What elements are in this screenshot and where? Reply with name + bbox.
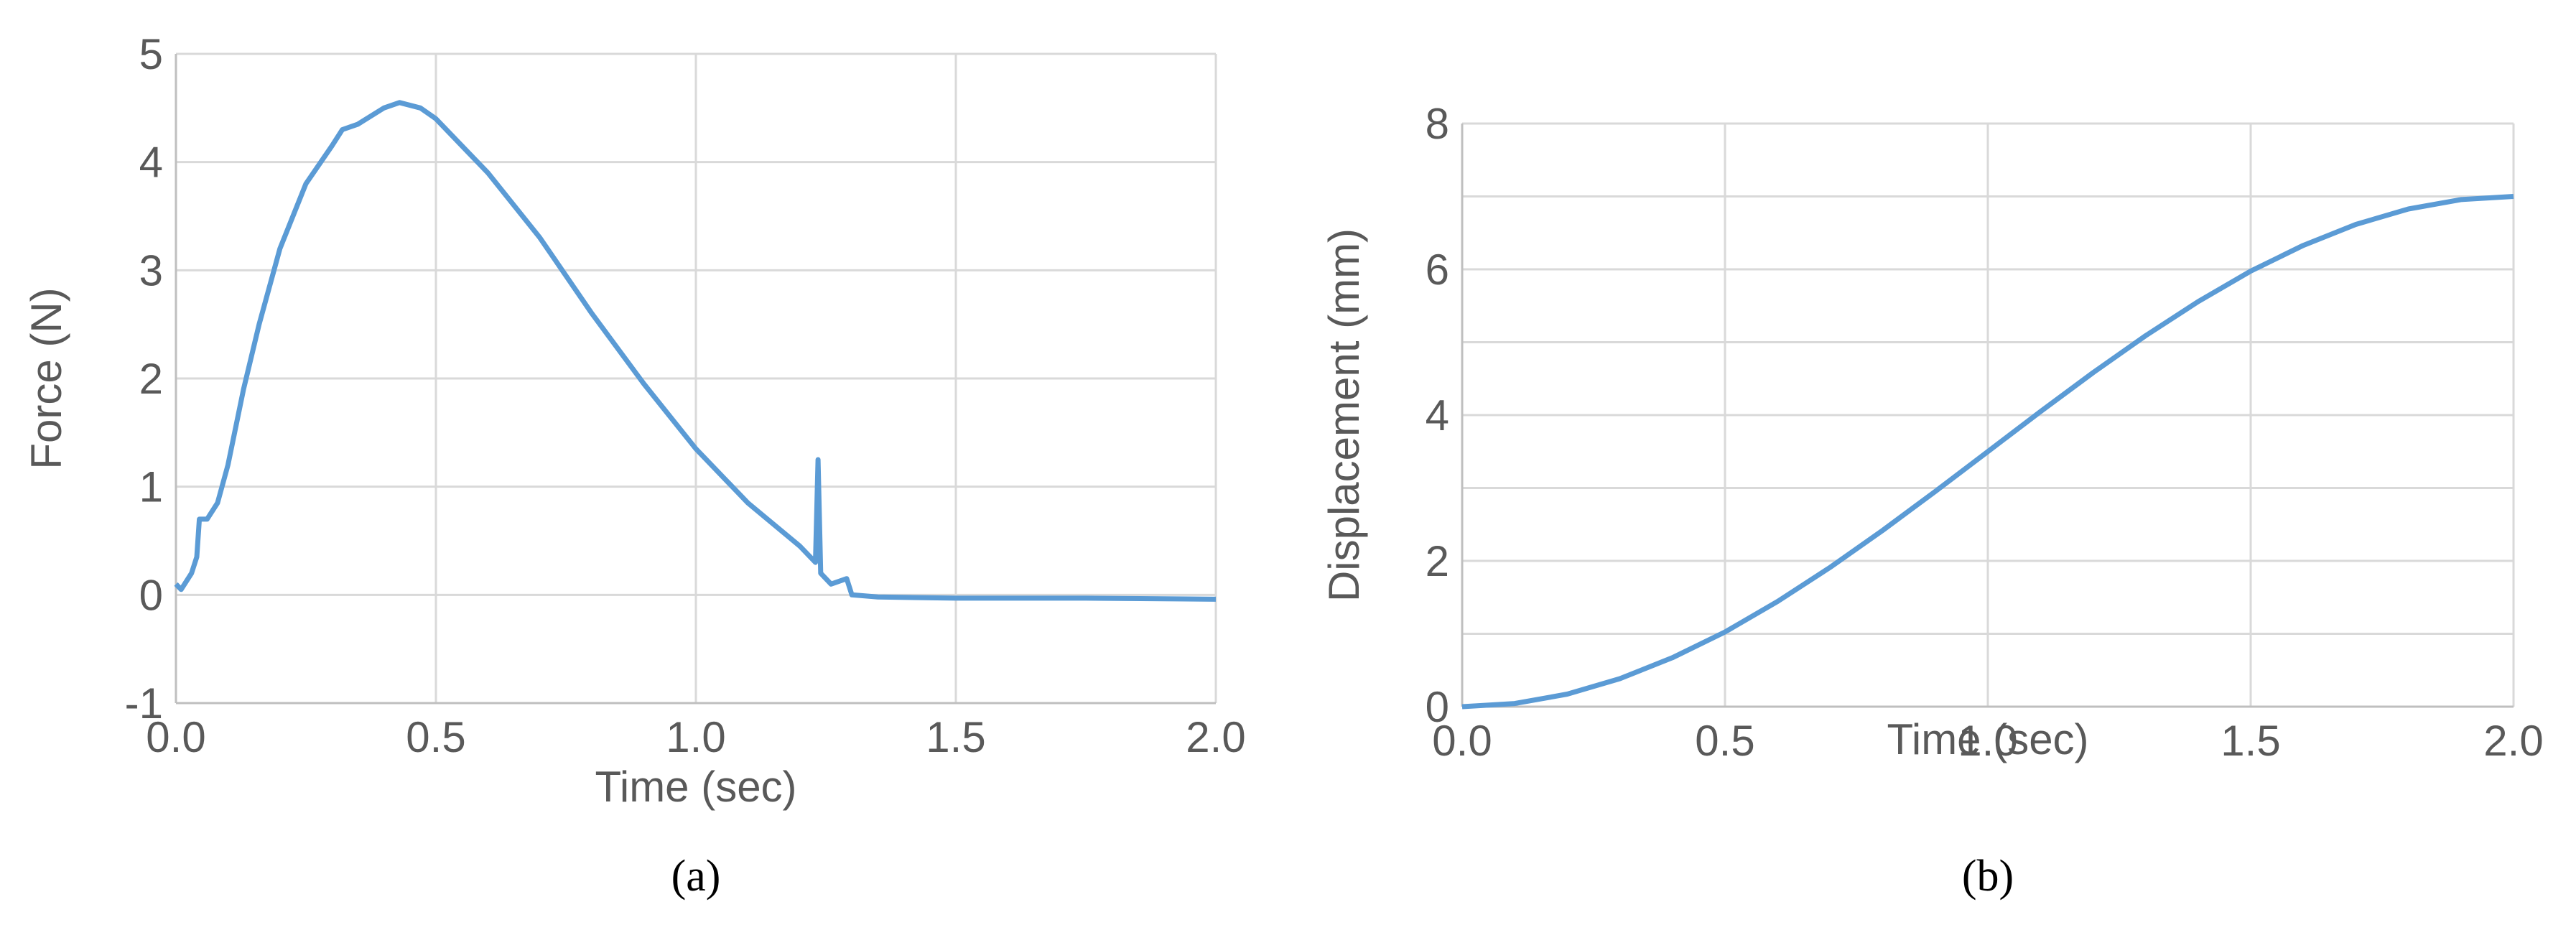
x-tick-label: 0.5 (406, 713, 465, 761)
x-tick-label: 1.5 (926, 713, 985, 761)
x-tick-label: 1.5 (2221, 717, 2280, 765)
y-axis-title: Force (N) (22, 287, 70, 469)
y-tick-label: 3 (139, 246, 163, 294)
x-tick-label: 0.5 (1695, 717, 1754, 765)
data-line (174, 100, 1217, 602)
y-tick-label: 2 (139, 355, 163, 403)
y-tick-label: 5 (139, 30, 163, 78)
y-axis-title: Displacement (mm) (1320, 228, 1368, 602)
y-tick-label: 0 (1426, 683, 1449, 731)
y-tick-label: 2 (1426, 537, 1449, 585)
x-tick-label: 0.0 (146, 713, 205, 761)
x-tick-label: 1.0 (666, 713, 725, 761)
caption: (b) (1962, 852, 2014, 901)
y-tick-label: 4 (1426, 391, 1449, 440)
y-tick-label: 8 (1426, 100, 1449, 148)
y-tick-label: 4 (139, 139, 163, 187)
caption: (a) (671, 852, 721, 901)
x-axis-title: Time (sec) (1887, 715, 2088, 763)
x-tick-label: 0.0 (1432, 717, 1492, 765)
y-tick-label: 6 (1426, 246, 1449, 294)
y-tick-label: 1 (139, 463, 163, 511)
y-tick-label: -1 (125, 679, 163, 728)
x-tick-label: 2.0 (1186, 713, 1245, 761)
x-tick-label: 2.0 (2483, 717, 2543, 765)
data-line (1461, 194, 2514, 710)
y-tick-label: 0 (139, 571, 163, 619)
x-tick-label: 1.0 (1958, 717, 2017, 765)
x-axis-title: Time (sec) (595, 763, 796, 811)
